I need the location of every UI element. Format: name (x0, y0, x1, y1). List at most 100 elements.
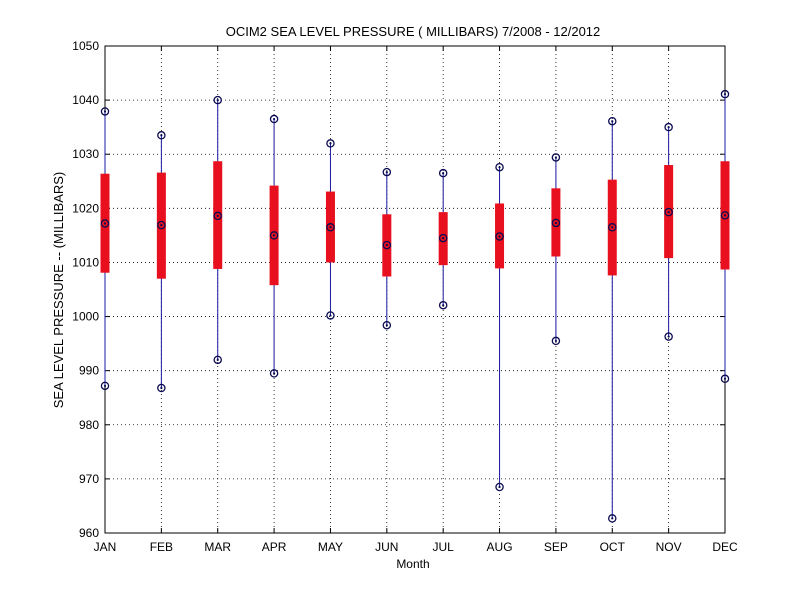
max-marker-dot (442, 172, 445, 175)
median-marker (551, 218, 561, 228)
median-marker (608, 223, 617, 232)
box-aug (495, 162, 505, 492)
box-mar (213, 95, 223, 365)
y-tick-label: 1040 (72, 93, 99, 107)
median-marker (326, 223, 335, 232)
box-feb (156, 131, 166, 393)
y-tick-label: 1020 (72, 201, 99, 215)
median-marker-dot (216, 214, 219, 218)
min-marker (664, 332, 673, 341)
max-marker (608, 116, 617, 126)
max-marker-dot (160, 134, 163, 137)
max-marker (269, 114, 279, 124)
axis-ticks (104, 45, 726, 534)
max-marker (720, 89, 730, 99)
median-marker-dot (611, 226, 614, 229)
max-marker-dot (385, 170, 388, 174)
median-marker (100, 219, 110, 228)
min-marker (213, 355, 222, 365)
min-marker (269, 369, 279, 378)
min-marker-dot (611, 517, 614, 520)
max-marker (326, 139, 335, 148)
median-marker-dot (160, 224, 163, 227)
min-marker-dot (442, 304, 445, 307)
max-marker-dot (554, 156, 558, 159)
min-marker-dot (160, 386, 163, 390)
y-tick-label: 1000 (72, 310, 99, 324)
median-marker (269, 231, 279, 240)
chart-title: OCIM2 SEA LEVEL PRESSURE ( MILLIBARS) 7/… (226, 24, 601, 39)
min-marker-dot (498, 485, 501, 489)
grid-lines (105, 46, 725, 533)
box-may (325, 139, 335, 320)
min-marker-dot (329, 314, 332, 317)
median-marker (664, 207, 673, 217)
x-axis-label: Month (396, 557, 429, 571)
box-jan (100, 107, 110, 391)
x-tick-label: SEP (544, 540, 568, 554)
min-marker-dot (723, 377, 727, 380)
median-marker (438, 233, 448, 243)
max-marker (438, 168, 448, 178)
box-jun (382, 167, 392, 330)
x-tick-label: APR (262, 540, 287, 554)
min-marker (495, 482, 504, 492)
max-marker-dot (667, 126, 670, 129)
box-sep (551, 153, 561, 346)
max-marker (382, 167, 392, 177)
median-marker-dot (498, 235, 501, 238)
median-marker (157, 220, 166, 230)
min-marker (608, 514, 617, 523)
min-marker (157, 383, 166, 393)
max-marker-dot (498, 166, 501, 169)
min-marker-dot (103, 384, 107, 387)
max-marker (551, 153, 561, 162)
max-marker (157, 131, 166, 140)
median-marker-dot (667, 211, 670, 214)
x-tick-label: NOV (656, 540, 682, 554)
median-marker (382, 240, 392, 250)
min-marker-dot (667, 335, 670, 338)
y-tick-label: 980 (79, 418, 99, 432)
median-marker (495, 232, 504, 241)
box-oct (607, 116, 617, 523)
median-marker (720, 211, 730, 220)
median-marker-dot (723, 214, 727, 217)
median-marker (213, 211, 222, 221)
max-marker-dot (329, 142, 332, 145)
min-marker-dot (385, 324, 388, 327)
min-marker (382, 320, 392, 330)
min-marker-dot (554, 339, 558, 343)
min-marker-dot (216, 358, 219, 361)
tick-labels: 960 970 980 990 1000 1010 1020 1030 1040 1050 JAN F… (72, 39, 738, 554)
y-tick-label: 960 (79, 526, 99, 540)
box-apr (269, 114, 279, 378)
data-series (100, 89, 730, 523)
y-tick-label: 990 (79, 364, 99, 378)
x-tick-label: FEB (150, 540, 173, 554)
y-axis-label: SEA LEVEL PRESSURE -- (MILLIBARS) (51, 172, 66, 408)
x-tick-label: MAY (318, 540, 343, 554)
median-marker-dot (442, 236, 445, 240)
x-tick-label: OCT (600, 540, 626, 554)
max-marker (495, 162, 504, 172)
x-tick-label: JUN (375, 540, 398, 554)
max-marker-dot (723, 93, 727, 96)
min-marker (326, 311, 335, 320)
median-marker-dot (103, 222, 107, 225)
x-tick-label: JUL (433, 540, 455, 554)
box-nov (664, 122, 674, 341)
max-marker (100, 107, 110, 116)
min-marker (720, 374, 730, 384)
median-marker-dot (329, 226, 332, 229)
max-marker-dot (103, 110, 107, 113)
x-tick-label: JAN (94, 540, 117, 554)
x-tick-label: MAR (204, 540, 231, 554)
box-dec (720, 89, 730, 384)
y-tick-label: 1030 (72, 147, 99, 161)
y-tick-label: 970 (79, 472, 99, 486)
max-marker-dot (216, 99, 219, 102)
max-marker-dot (611, 120, 614, 123)
max-marker (664, 122, 673, 132)
